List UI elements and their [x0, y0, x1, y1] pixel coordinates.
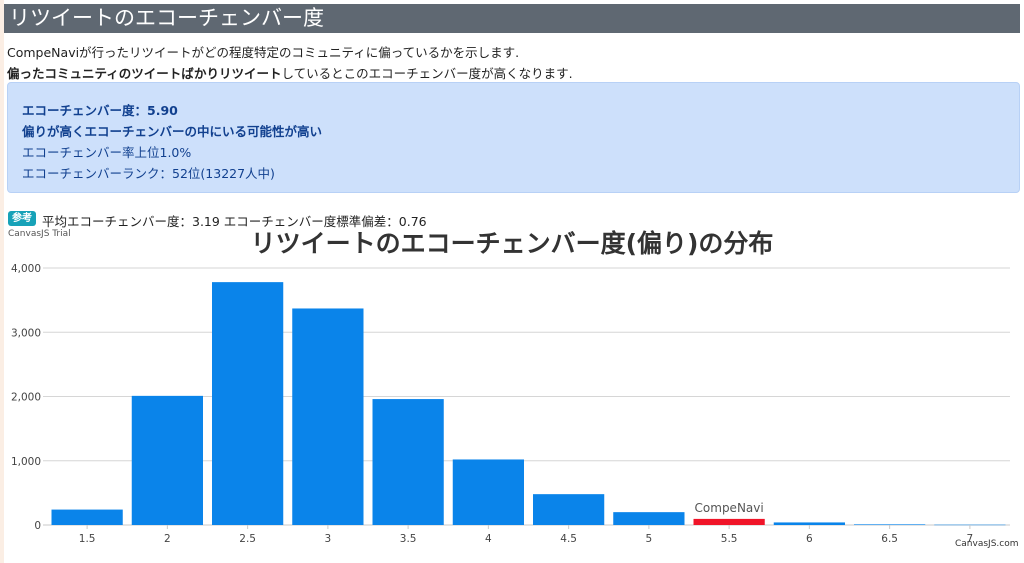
bar: [533, 494, 605, 525]
x-tick-label: 6: [806, 533, 813, 545]
bar: [934, 524, 1006, 526]
x-tick-label: 4.5: [560, 533, 577, 545]
x-tick-label: 5: [646, 533, 653, 545]
canvasjs-credit-link[interactable]: CanvasJS.com: [955, 539, 1019, 549]
x-tick-label: 2: [164, 533, 171, 545]
bar: [854, 524, 926, 525]
x-tick-label: 1.5: [79, 533, 96, 545]
y-tick-label: 4,000: [11, 263, 41, 275]
bar: [212, 282, 284, 525]
description-line-2: 偏ったコミュニティのツイートばかりリツイートしているとこのエコーチェンバー度が高…: [7, 63, 573, 82]
y-tick-label: 1,000: [11, 456, 41, 468]
echo-chamber-score: エコーチェンバー度：5.90: [22, 103, 178, 118]
result-info-box: エコーチェンバー度：5.90 偏りが高くエコーチェンバーの中にいる可能性が高い …: [7, 82, 1020, 193]
x-tick-label: 2.5: [239, 533, 256, 545]
x-tick-label: 7: [967, 533, 974, 545]
canvasjs-trial-label: CanvasJS Trial: [8, 229, 71, 239]
description-bold-text: 偏ったコミュニティのツイートばかりリツイート: [7, 66, 282, 81]
highlight-bar: [693, 518, 765, 525]
page-header: リツイートのエコーチェンバー度: [4, 4, 1020, 33]
bar: [452, 459, 524, 525]
x-tick-label: 3: [325, 533, 332, 545]
echo-chamber-rate: エコーチェンバー率上位1.0%: [22, 145, 192, 160]
bar: [613, 512, 685, 525]
echo-chamber-verdict: 偏りが高くエコーチェンバーの中にいる可能性が高い: [22, 124, 323, 139]
echo-chamber-rank: エコーチェンバーランク：52位(13227人中): [22, 166, 275, 181]
chart-title: リツイートのエコーチェンバー度(偏り)の分布: [250, 229, 774, 258]
bar: [131, 395, 203, 525]
x-tick-label: 4: [485, 533, 492, 545]
bar: [292, 308, 364, 525]
highlight-data-label: CompeNavi: [695, 501, 764, 515]
description-rest-text: しているとこのエコーチェンバー度が高くなります.: [281, 66, 573, 81]
x-tick-label: 6.5: [881, 533, 898, 545]
description-line-1: CompeNaviが行ったリツイートがどの程度特定のコミュニティに偏っているかを…: [7, 45, 520, 60]
reference-stats: 平均エコーチェンバー度：3.19 エコーチェンバー度標準偏差：0.76: [42, 214, 427, 229]
left-edge-strip: [0, 0, 4, 563]
bar: [51, 509, 123, 525]
x-tick-label: 5.5: [721, 533, 738, 545]
y-tick-label: 0: [34, 520, 41, 532]
x-tick-label: 3.5: [400, 533, 417, 545]
bar: [773, 522, 845, 525]
y-tick-label: 2,000: [11, 392, 41, 404]
bar: [372, 399, 444, 525]
y-tick-label: 3,000: [11, 327, 41, 339]
reference-badge: 参考: [8, 211, 36, 226]
